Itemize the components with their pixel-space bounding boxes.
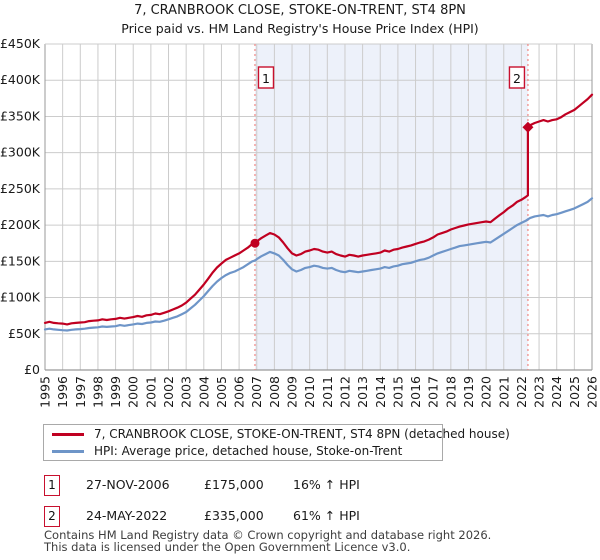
price-history-chart: 1 2 £0 £50K £100K £150K £200K £250K £300K £350K £4… [0, 36, 600, 408]
x-tick-label: 2017 [426, 376, 441, 408]
chart-legend: 7, CRANBROOK CLOSE, STOKE-ON-TRENT, ST4 … [43, 424, 510, 461]
y-tick-label: £350K [0, 108, 41, 123]
sale-1-label-number: 1 [262, 71, 270, 86]
between-sales-shading [254, 44, 528, 370]
x-tick-label: 1999 [108, 376, 123, 408]
copyright-line-2: This data is licensed under the Open Gov… [44, 540, 411, 554]
y-tick-label: £0 [24, 362, 40, 377]
sale-2-label-box [508, 66, 526, 89]
x-tick-label: 1997 [73, 376, 88, 408]
x-tick-label: 2020 [479, 376, 494, 408]
transaction-2-price: £335,000 [204, 508, 264, 523]
transaction-row-2: 2 24-MAY-2022 £335,000 61% ↑ HPI [0, 506, 600, 528]
y-tick-label: £250K [0, 181, 41, 196]
y-tick-label: £100K [0, 290, 41, 305]
x-tick-label: 2001 [143, 376, 158, 408]
x-tick-label: 2007 [249, 376, 264, 408]
transaction-1-price: £175,000 [204, 477, 264, 492]
y-tick-label: £300K [0, 145, 41, 160]
x-tick-label: 2008 [267, 376, 282, 408]
x-tick-label: 2012 [337, 376, 352, 408]
sale-1-circle-marker [250, 238, 260, 248]
x-tick-label: 2026 [585, 376, 600, 408]
legend-swatch-property-line [52, 432, 84, 436]
x-tick-label: 1996 [55, 376, 70, 408]
x-tick-label: 2021 [496, 376, 511, 408]
x-tick-label: 2013 [355, 376, 370, 408]
transaction-row-1: 1 27-NOV-2006 £175,000 16% ↑ HPI [0, 475, 600, 497]
x-tick-label: 1995 [38, 376, 53, 408]
x-tick-label: 2018 [443, 376, 458, 408]
x-tick-label: 2006 [232, 376, 247, 408]
y-tick-label: £50K [8, 326, 41, 341]
x-tick-label: 2000 [126, 376, 141, 408]
legend-item-property: 7, CRANBROOK CLOSE, STOKE-ON-TRENT, ST4 … [52, 426, 510, 443]
x-tick-label: 2004 [196, 376, 211, 408]
page-subtitle: Price paid vs. HM Land Registry's House … [121, 21, 479, 36]
y-tick-label: £400K [0, 72, 41, 87]
x-tick-label: 2022 [514, 376, 529, 408]
x-tick-label: 2009 [285, 376, 300, 408]
copyright-line-1: Contains HM Land Registry data © Crown c… [44, 528, 492, 542]
x-tick-label: 2015 [390, 376, 405, 408]
transaction-2-hpi-delta: 61% ↑ HPI [293, 508, 360, 523]
y-tick-label: £450K [0, 36, 41, 51]
y-tick-label: £150K [0, 253, 41, 268]
x-tick-label: 2016 [408, 376, 423, 408]
legend-label-property: 7, CRANBROOK CLOSE, STOKE-ON-TRENT, ST4 … [94, 427, 510, 441]
transaction-1-number-badge: 1 [44, 475, 60, 496]
y-tick-label: £200K [0, 217, 41, 232]
x-tick-label: 1998 [90, 376, 105, 408]
x-tick-label: 2025 [567, 376, 582, 408]
transaction-1-hpi-delta: 16% ↑ HPI [293, 477, 360, 492]
x-tick-label: 2010 [302, 376, 317, 408]
x-tick-label: 2011 [320, 376, 335, 408]
x-tick-label: 2003 [179, 376, 194, 408]
transaction-1-date: 27-NOV-2006 [86, 477, 170, 492]
property-series-line [43, 93, 594, 326]
hpi-series-line [43, 197, 594, 332]
x-tick-label: 2019 [461, 376, 476, 408]
legend-item-hpi: HPI: Average price, detached house, Stok… [52, 443, 442, 460]
sale-2-label-number: 2 [513, 71, 521, 86]
transaction-2-date: 24-MAY-2022 [86, 508, 168, 523]
x-tick-label: 2002 [161, 376, 176, 408]
transaction-2-number-badge: 2 [44, 506, 60, 527]
page-title: 7, CRANBROOK CLOSE, STOKE-ON-TRENT, ST4 … [134, 3, 466, 18]
x-tick-label: 2024 [549, 376, 564, 408]
x-tick-label: 2005 [214, 376, 229, 408]
x-tick-label: 2014 [373, 376, 388, 408]
sale-1-label-box [257, 66, 275, 89]
legend-swatch-hpi-line [52, 449, 84, 453]
x-tick-label: 2023 [532, 376, 547, 408]
legend-label-hpi: HPI: Average price, detached house, Stok… [94, 444, 403, 458]
sale-2-diamond-marker [522, 121, 534, 133]
